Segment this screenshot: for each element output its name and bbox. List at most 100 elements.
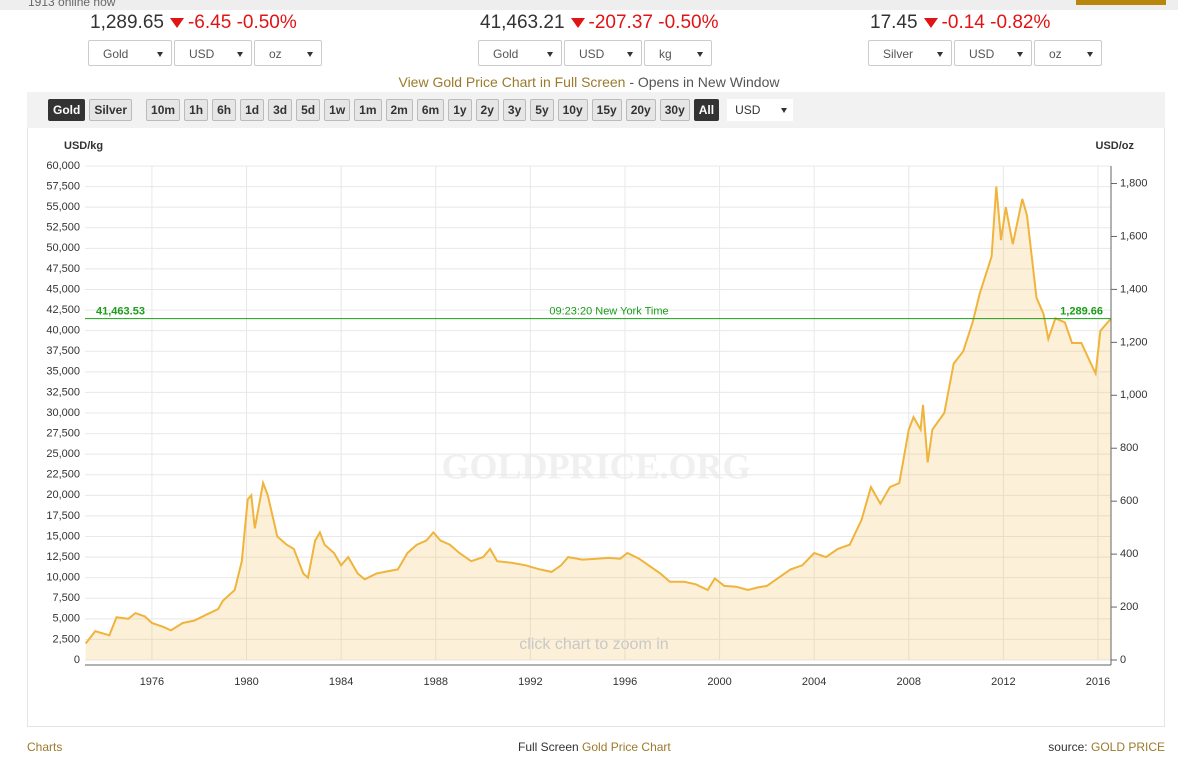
current-time: 09:23:20 New York Time <box>549 306 668 318</box>
y-tick-label: 55,000 <box>46 201 80 213</box>
x-tick-label: 2004 <box>802 676 826 688</box>
range-button[interactable]: 5d <box>296 99 321 121</box>
y-tick-label: 30,000 <box>46 407 80 419</box>
y2-axis-title: USD/oz <box>1096 140 1135 152</box>
select[interactable]: Gold <box>478 40 562 66</box>
range-button[interactable]: 6h <box>212 99 237 121</box>
selects: Gold USD oz <box>88 40 322 66</box>
range-button[interactable]: 1d <box>240 99 265 121</box>
select[interactable]: oz <box>254 40 322 66</box>
select[interactable]: Gold <box>88 40 172 66</box>
price: 17.45 <box>870 12 918 33</box>
range-button[interactable]: 30y <box>659 99 690 121</box>
y-tick-label: 5,000 <box>52 613 80 625</box>
x-tick-label: 1984 <box>329 676 353 688</box>
range-button[interactable]: 10y <box>557 99 588 121</box>
ticker: 17.45 -0.14 -0.82% <box>870 12 1050 34</box>
select[interactable]: Silver <box>868 40 952 66</box>
metal-button[interactable]: Gold <box>48 99 86 121</box>
x-tick-label: 2016 <box>1086 676 1110 688</box>
footer-text: Full Screen <box>518 740 579 754</box>
range-button[interactable]: 10m <box>146 99 181 121</box>
select[interactable]: USD <box>174 40 252 66</box>
range-button[interactable]: 1m <box>354 99 382 121</box>
down-arrow <box>923 18 938 28</box>
y2-tick-label: 600 <box>1120 495 1138 507</box>
y2-tick-label: 0 <box>1120 654 1126 666</box>
select[interactable]: USD <box>564 40 642 66</box>
range-button[interactable]: 5y <box>530 99 554 121</box>
y-tick-label: 12,500 <box>46 551 80 563</box>
y-tick-label: 42,500 <box>46 304 80 316</box>
x-tick-label: 1976 <box>140 676 164 688</box>
footer-left: Charts <box>27 740 62 754</box>
fullscreen-link[interactable]: View Gold Price Chart in Full Screen <box>398 74 626 90</box>
y2-tick-label: 1,000 <box>1120 389 1148 401</box>
range-button[interactable]: 2m <box>385 99 413 121</box>
range-button[interactable]: 20y <box>625 99 656 121</box>
footer-link[interactable]: Gold Price Chart <box>582 740 671 754</box>
x-tick-label: 2000 <box>707 676 731 688</box>
y2-tick-label: 1,400 <box>1120 283 1148 295</box>
current-label: 41,463.53 <box>96 306 145 318</box>
footer-right: source: GOLD PRICE <box>1048 740 1165 754</box>
range-button[interactable]: 3y <box>502 99 527 121</box>
y2-tick-label: 1,600 <box>1120 230 1148 242</box>
y-tick-label: 52,500 <box>46 222 80 234</box>
select[interactable]: USD <box>954 40 1032 66</box>
top-button[interactable] <box>1076 0 1166 5</box>
y2-tick-label: 200 <box>1120 601 1138 613</box>
change: -207.37 <box>588 12 653 33</box>
toolbar-buttons: Gold Silver 10m 1h 6h 1d 3d 5d 1w 1m 2m 6m 1y 2y 3y 5y 1… <box>48 99 794 121</box>
select[interactable]: kg <box>644 40 712 66</box>
range-button[interactable]: 2y <box>475 99 499 121</box>
y-tick-label: 50,000 <box>46 242 80 254</box>
x-tick-label: 1992 <box>518 676 542 688</box>
source-link[interactable]: GOLD PRICE <box>1090 740 1165 754</box>
y-tick-label: 25,000 <box>46 448 80 460</box>
range-button[interactable]: 3d <box>268 99 293 121</box>
y-tick-label: 32,500 <box>46 386 80 398</box>
change: -6.45 <box>187 12 232 33</box>
area <box>85 186 1112 660</box>
metal-button[interactable]: Silver <box>89 99 133 121</box>
percent: -0.82% <box>990 12 1051 33</box>
y-tick-label: 2,500 <box>52 633 80 645</box>
down-arrow <box>570 18 585 28</box>
online-count: 1913 online now <box>28 0 116 9</box>
range-button[interactable]: 1y <box>448 99 472 121</box>
range-button[interactable]: 6m <box>416 99 445 121</box>
selects: Silver USD oz <box>868 40 1102 66</box>
zoom-hint: click chart to zoom in <box>519 636 668 653</box>
down-arrow <box>169 18 184 28</box>
currency-select[interactable]: USD <box>727 99 794 121</box>
watermark: GOLDPRICE.ORG <box>441 446 750 486</box>
x-tick-label: 1988 <box>424 676 448 688</box>
charts-link[interactable]: Charts <box>27 740 63 754</box>
range-button[interactable]: 15y <box>591 99 622 121</box>
x-tick-label: 1996 <box>613 676 637 688</box>
price: 1,289.65 <box>90 12 164 33</box>
select[interactable]: oz <box>1034 40 1102 66</box>
y-tick-label: 10,000 <box>46 572 80 584</box>
y-tick-label: 57,500 <box>46 180 80 192</box>
change: -0.14 <box>941 12 985 33</box>
y-tick-label: 35,000 <box>46 366 80 378</box>
price: 41,463.21 <box>480 12 565 33</box>
top-bar: 1913 online now <box>0 0 1178 10</box>
price-line <box>84 186 1112 645</box>
range-button[interactable]: All <box>693 99 720 121</box>
y-tick-label: 45,000 <box>46 283 80 295</box>
x-tick-label: 2008 <box>897 676 921 688</box>
selects: Gold USD kg <box>478 40 712 66</box>
y-tick-label: 20,000 <box>46 489 80 501</box>
footer-center: Full Screen Gold Price Chart <box>518 740 671 754</box>
range-button[interactable]: 1w <box>324 99 351 121</box>
range-button[interactable]: 1h <box>184 99 209 121</box>
percent: -0.50% <box>236 12 297 33</box>
y-tick-label: 22,500 <box>46 469 80 481</box>
y2-tick-label: 400 <box>1120 548 1138 560</box>
y-tick-label: 60,000 <box>46 160 80 172</box>
